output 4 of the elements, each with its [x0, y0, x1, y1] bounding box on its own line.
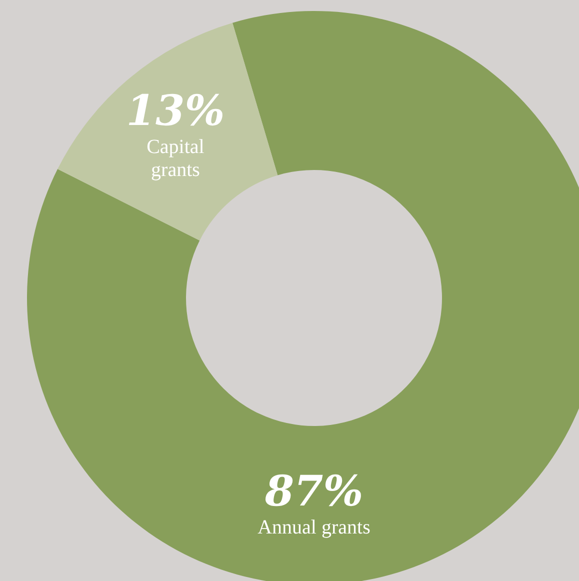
slice-label: Capital grants — [146, 136, 205, 181]
slice-label: Annual grants — [258, 516, 371, 538]
data-label: 13% — [126, 86, 225, 135]
data-label: 87% — [264, 466, 364, 516]
